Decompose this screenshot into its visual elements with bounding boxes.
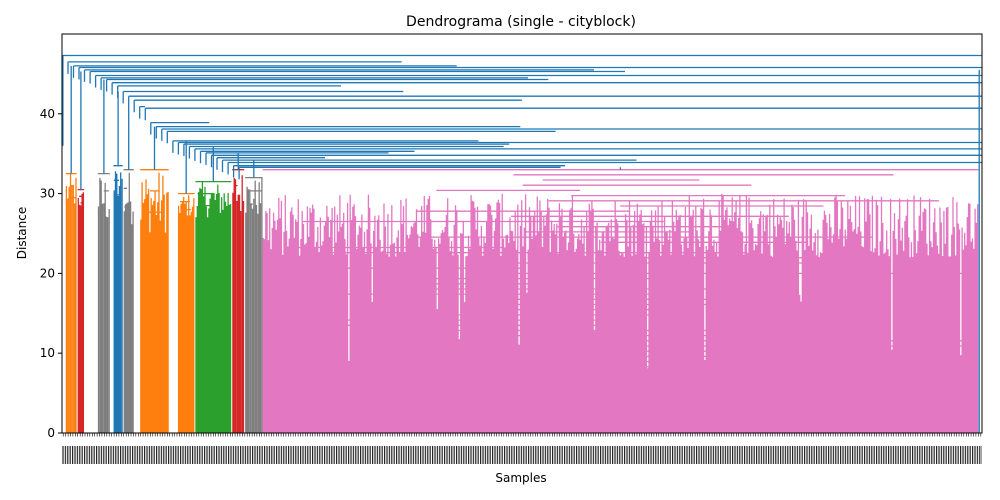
cluster-8-links <box>195 180 232 433</box>
cluster-1-links <box>65 172 77 433</box>
above-threshold-links <box>61 54 982 433</box>
cluster-10-links <box>245 176 263 433</box>
plot-frame <box>61 33 983 434</box>
y-tick-label-20: 20 <box>40 266 55 280</box>
cluster-2-links <box>77 188 85 433</box>
y-axis: 0 10 20 30 40 <box>40 107 62 440</box>
y-axis-label: Distance <box>15 207 29 259</box>
cluster-3-links <box>97 172 110 433</box>
cluster-9-links <box>232 169 245 433</box>
leaf-tick-labels <box>62 433 982 464</box>
y-tick-label-10: 10 <box>40 346 55 360</box>
cluster-4-links <box>113 165 123 433</box>
cluster-11-links <box>262 169 979 433</box>
cluster-6-links <box>140 169 169 433</box>
y-tick-label-40: 40 <box>40 107 55 121</box>
cluster-7-links <box>177 192 195 433</box>
dendrogram-links <box>61 54 982 433</box>
x-axis-label: Samples <box>495 471 546 485</box>
y-tick-label-0: 0 <box>47 426 55 440</box>
leaf-tick-marks <box>62 433 982 437</box>
leaf-label-band <box>62 446 982 464</box>
cluster-5-links <box>123 169 134 433</box>
y-tick-label-30: 30 <box>40 187 55 201</box>
chart-title: Dendrograma (single - cityblock) <box>406 14 636 30</box>
